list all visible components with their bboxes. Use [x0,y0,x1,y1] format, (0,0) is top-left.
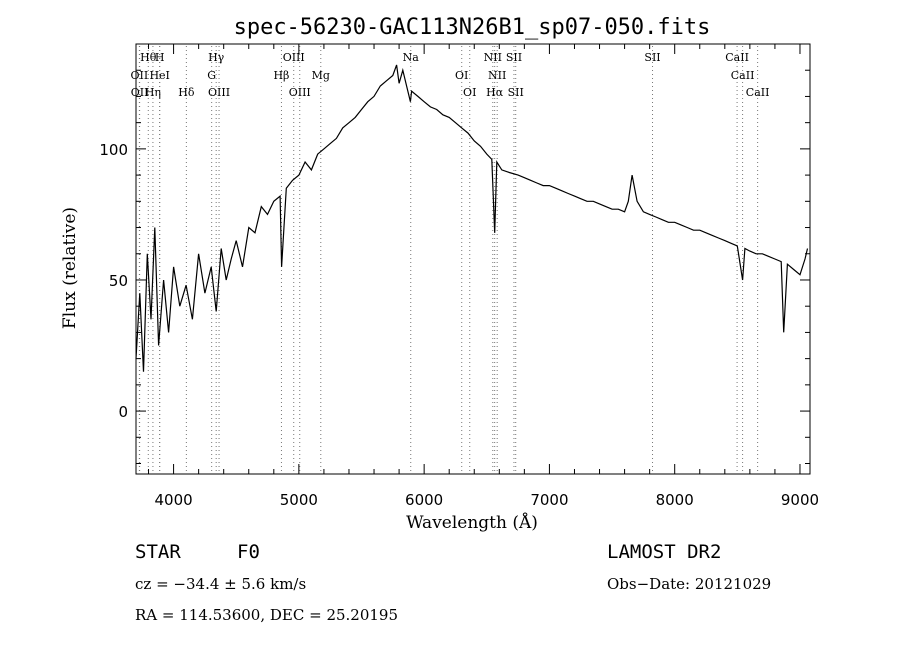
line-id-label: H [155,51,165,64]
x-tick-label: 4000 [154,491,192,509]
line-id-label: OIII [289,86,311,99]
line-id-label: Hα [486,86,504,99]
line-id-label: Hη [145,86,161,99]
x-tick-label: 7000 [530,491,568,509]
x-tick-label: 8000 [656,491,694,509]
spectral-subclass: F0 [237,541,260,563]
line-id-label: Hδ [178,86,195,99]
y-axis-label: Flux (relative) [60,207,80,329]
line-id-label: OIII [208,86,230,99]
line-id-label: Mg [312,69,330,82]
line-id-label: OII [131,69,149,82]
line-id-label: OI [455,69,468,82]
plot-frame [135,43,811,475]
line-markers [138,46,759,474]
x-axis: 4000 5000 6000 7000 8000 9000 [148,44,819,509]
line-id-label: NII [488,69,506,82]
line-id-label: OII [131,86,149,99]
line-id-label: SII [508,86,524,99]
line-id-label: HeI [149,69,169,82]
line-id-label: OIII [283,51,305,64]
obs-date-text: Obs−Date: 20121029 [607,575,771,593]
line-id-label: Hγ [208,51,225,64]
line-id-label: SII [644,51,660,64]
line-id-label: Hθ [140,51,157,64]
survey-name: LAMOST DR2 [607,541,721,563]
line-id-label: Na [403,51,420,64]
line-id-label: CaII [746,86,770,99]
x-tick-label: 5000 [280,491,318,509]
line-id-label: Hβ [273,69,289,82]
flux-series-line [135,64,809,372]
line-id-label: CaII [731,69,755,82]
line-id-label: CaII [725,51,749,64]
x-axis-label: Wavelength (Å) [406,512,538,533]
x-tick-label: 9000 [781,491,819,509]
y-tick-label: 100 [99,141,128,159]
object-type: STAR [135,541,181,563]
y-axis: 0 50 100 [99,43,810,465]
line-id-label: SII [506,51,522,64]
coordinates-text: RA = 114.53600, DEC = 25.20195 [135,606,398,624]
y-tick-label: 50 [109,272,128,290]
redshift-text: cz = −34.4 ± 5.6 km/s [135,575,306,593]
line-id-label: G [207,69,216,82]
line-id-label: OI [463,86,476,99]
y-tick-label: 0 [118,403,128,421]
x-tick-label: 6000 [405,491,443,509]
line-id-label: NII [484,51,502,64]
chart-title: spec-56230-GAC113N26B1_sp07-050.fits [234,15,711,40]
